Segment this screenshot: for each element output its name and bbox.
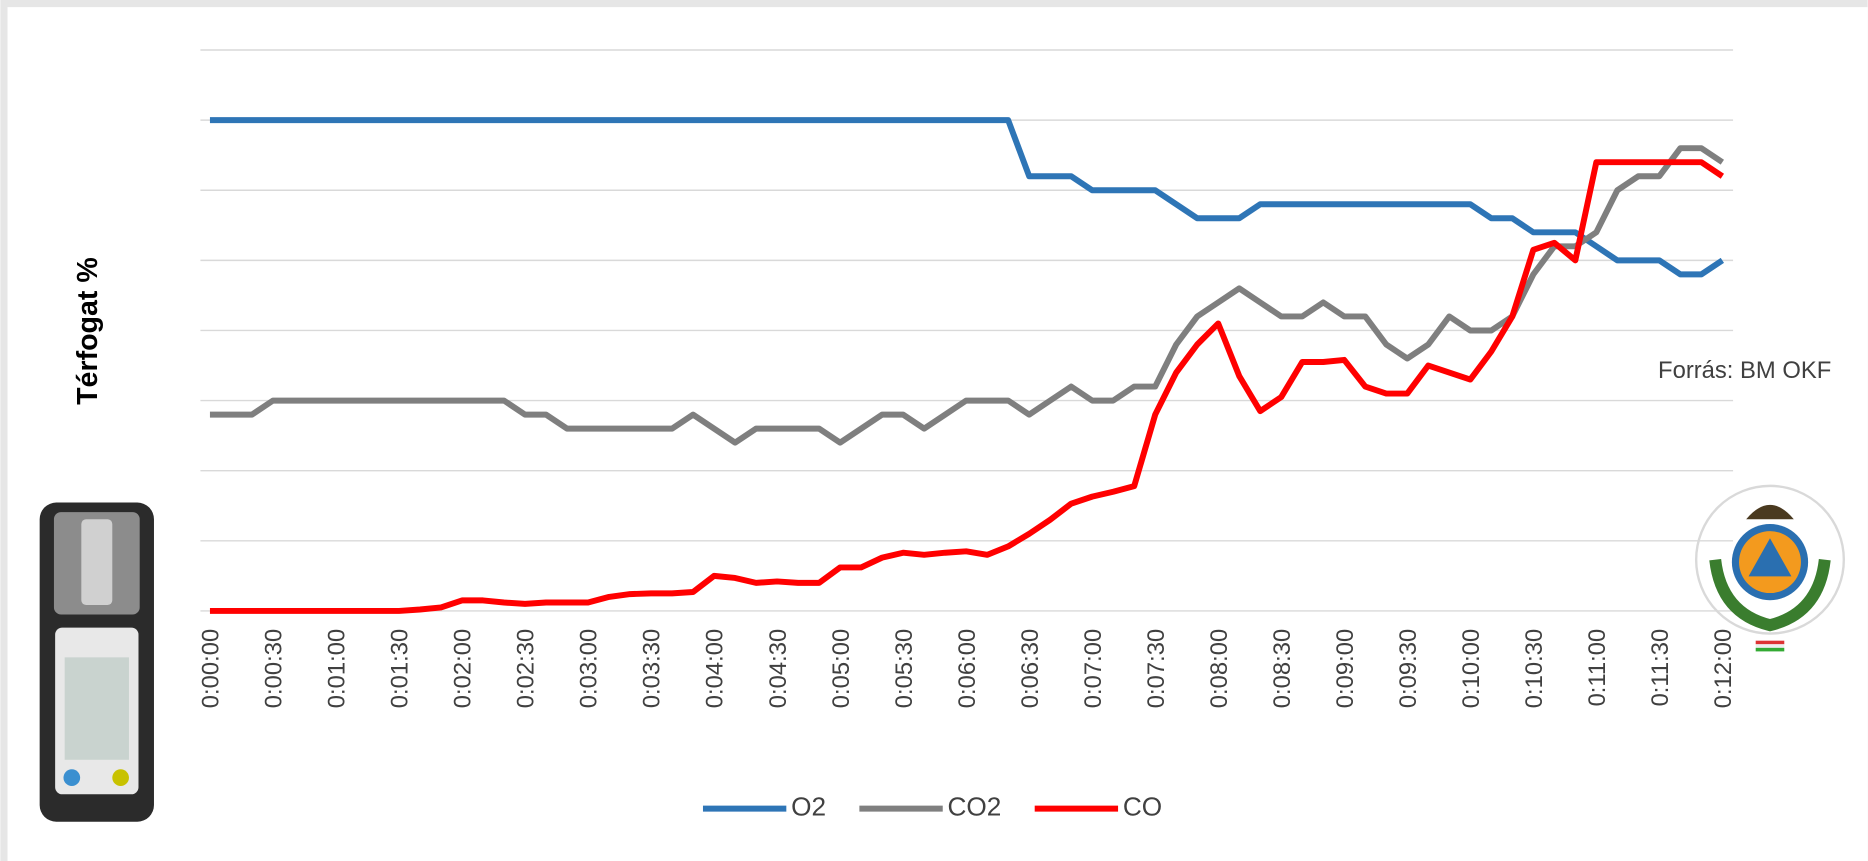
x-tick-label: 0:09:00 — [1332, 629, 1359, 708]
x-tick-label: 0:11:30 — [1647, 629, 1674, 707]
chart-area — [8, 7, 1868, 861]
chart: 0:00:00 0:00:30 0:01:00 0:01:30 0:02:00 0:02:… — [0, 0, 1868, 861]
x-tick-label: 0:04:00 — [702, 629, 729, 708]
x-tick-label: 0:12:00 — [1710, 629, 1737, 708]
x-tick-label: 0:03:00 — [576, 629, 603, 708]
x-tick-label: 0:07:00 — [1080, 629, 1107, 708]
x-tick-label: 0:07:30 — [1143, 629, 1170, 708]
y-axis-label: Térfogat % — [72, 257, 104, 405]
x-tick-label: 0:09:30 — [1395, 629, 1422, 708]
legend-label: CO — [1123, 792, 1162, 822]
x-tick-label: 0:02:30 — [513, 629, 540, 708]
x-tick-label: 0:00:00 — [198, 629, 225, 708]
x-tick-label: 0:01:00 — [324, 629, 351, 708]
legend-label: CO2 — [948, 792, 1002, 822]
x-tick-label: 0:04:30 — [765, 629, 792, 708]
x-tick-label: 0:03:30 — [639, 629, 666, 708]
x-tick-label: 0:02:00 — [450, 629, 477, 708]
x-tick-label: 0:08:30 — [1269, 629, 1296, 708]
x-tick-label: 0:10:30 — [1521, 629, 1548, 708]
x-tick-label: 0:06:30 — [1017, 629, 1044, 708]
legend-label: O2 — [791, 792, 826, 822]
x-tick-label: 0:06:00 — [954, 629, 981, 708]
x-tick-label: 0:08:00 — [1206, 629, 1233, 708]
gas-detector-image — [40, 503, 154, 822]
x-tick-label: 0:10:00 — [1458, 629, 1485, 708]
x-tick-label: 0:11:00 — [1584, 629, 1611, 707]
source-note: Forrás: BM OKF — [1658, 357, 1831, 384]
x-tick-label: 0:05:00 — [828, 629, 855, 708]
x-tick-label: 0:05:30 — [891, 629, 918, 708]
x-tick-label: 0:00:30 — [261, 629, 288, 708]
page: 0:00:00 0:00:30 0:01:00 0:01:30 0:02:00 0:02:… — [0, 0, 1868, 861]
x-tick-label: 0:01:30 — [387, 629, 414, 708]
